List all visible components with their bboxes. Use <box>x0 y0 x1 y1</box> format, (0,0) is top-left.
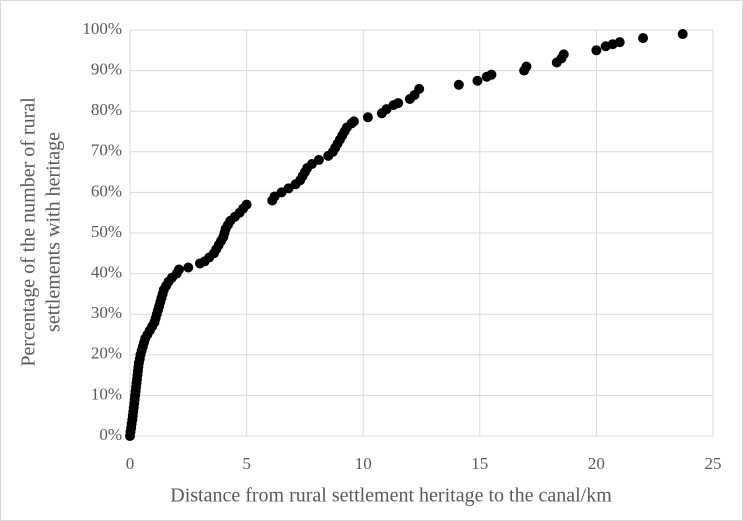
point <box>414 83 425 94</box>
y-tick-label: 40% <box>91 263 122 282</box>
point <box>183 262 194 273</box>
point <box>638 33 649 44</box>
point <box>241 199 252 210</box>
x-tick-label: 20 <box>588 454 605 473</box>
x-tick-label: 5 <box>242 454 251 473</box>
y-tick-label: 30% <box>91 303 122 322</box>
x-tick-label: 10 <box>355 454 372 473</box>
y-tick-label: 70% <box>91 141 122 160</box>
point <box>521 61 532 72</box>
point <box>348 116 359 127</box>
x-tick-label: 15 <box>471 454 488 473</box>
x-axis-title: Distance from rural settlement heritage … <box>170 485 612 507</box>
y-tick-label: 60% <box>91 181 122 200</box>
point <box>362 112 373 123</box>
point <box>173 264 184 275</box>
point <box>486 69 497 80</box>
y-axis-title: settlements with heritage <box>43 132 65 332</box>
y-tick-label: 50% <box>91 222 122 241</box>
y-tick-label: 80% <box>91 100 122 119</box>
point <box>393 98 404 109</box>
y-axis-title: Percentage of the number of rural <box>18 97 40 367</box>
y-tick-label: 90% <box>91 60 122 79</box>
point <box>614 37 625 48</box>
x-tick-label: 0 <box>126 454 135 473</box>
point <box>453 79 464 90</box>
point <box>677 29 688 40</box>
y-tick-label: 0% <box>99 425 122 444</box>
y-tick-label: 100% <box>82 19 122 38</box>
point <box>591 45 602 56</box>
y-tick-label: 20% <box>91 344 122 363</box>
x-tick-label: 25 <box>705 454 722 473</box>
point <box>558 49 569 60</box>
point <box>313 154 324 165</box>
point <box>472 75 483 86</box>
y-tick-label: 10% <box>91 384 122 403</box>
